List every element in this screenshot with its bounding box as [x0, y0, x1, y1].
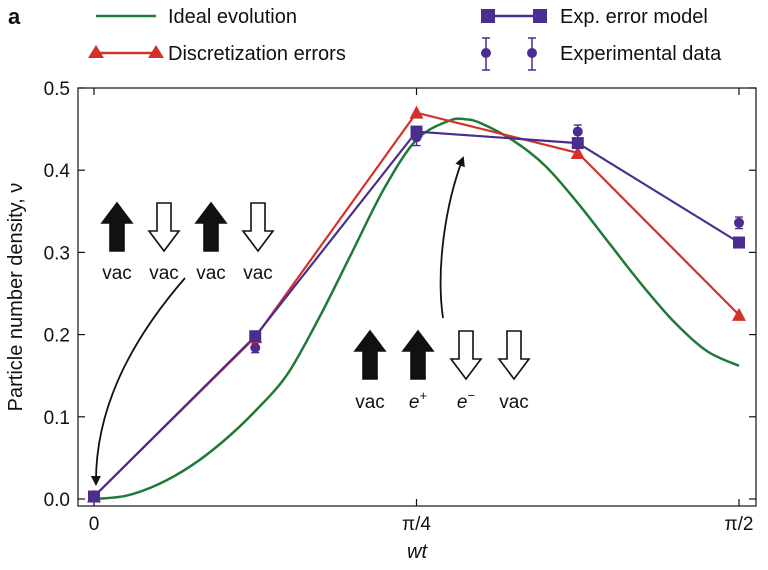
x-tick-label-0: 0: [89, 514, 100, 535]
annotation-label: vac: [149, 263, 179, 284]
spin-up-arrow-icon: [401, 329, 435, 380]
legend-marker-circle-2: [527, 48, 537, 58]
panel-label: a: [8, 4, 21, 29]
discretization-point: [409, 105, 424, 119]
annotation-label: vac: [102, 263, 132, 284]
annotation-state-pair: vac e+ e− vac: [353, 156, 531, 413]
legend-entry-error-model: Exp. error model: [481, 6, 708, 28]
error-model-point: [249, 330, 262, 343]
y-tick-label-1: 0.1: [44, 408, 70, 429]
legend-entry-ideal: Ideal evolution: [96, 6, 297, 28]
annotation-state-vacuum: vac vac vac vac: [90, 201, 275, 486]
x-tick-label-1: π/4: [402, 514, 431, 535]
annotation-label: vac: [196, 263, 226, 284]
spin-down-arrow-icon: [449, 330, 483, 381]
y-tick-label-3: 0.3: [44, 243, 70, 264]
annotation-pointer-arrow: [90, 277, 186, 486]
discretization-point: [570, 145, 585, 159]
annotation-label: e+: [409, 388, 427, 413]
spin-down-arrow-icon: [241, 202, 275, 253]
annotation-label: vac: [499, 392, 529, 413]
error-model-point: [571, 137, 584, 150]
experimental-point: [250, 342, 261, 353]
annotation-label: e−: [457, 388, 475, 413]
spin-up-arrow-icon: [100, 201, 134, 252]
discretization-point: [732, 307, 746, 321]
error-model-point: [733, 236, 745, 249]
series-layer: [87, 105, 746, 503]
legend-label-discretization: Discretization errors: [168, 43, 346, 65]
legend-label-error-model: Exp. error model: [560, 6, 708, 28]
legend-marker-triangle-left: [88, 45, 104, 58]
y-tick-label-5: 0.5: [44, 79, 70, 100]
legend-marker-triangle-right: [148, 45, 164, 58]
annotation-pointer-arrow: [439, 156, 465, 319]
series-line-error-model: [93, 130, 740, 498]
y-tick-label-4: 0.4: [44, 161, 71, 182]
spin-down-arrow-icon: [497, 330, 531, 381]
error-model-point: [88, 490, 100, 503]
legend-marker-square-left: [481, 9, 495, 23]
series-line-ideal: [93, 117, 740, 501]
legend-marker-square-right: [533, 9, 547, 23]
x-axis-label: wt: [407, 541, 428, 563]
annotation-label: vac: [243, 263, 273, 284]
error-model-point: [410, 125, 423, 138]
spin-up-arrow-icon: [194, 201, 228, 252]
y-axis-label: Particle number density, ν: [5, 183, 27, 412]
experimental-point: [572, 126, 583, 137]
legend-entry-discretization: Discretization errors: [88, 43, 346, 65]
axis-ticks: 0 π/4 π/2 0.0 0.1 0.2 0.3 0.4 0.5: [44, 79, 756, 535]
plot-frame: [77, 87, 757, 507]
annotation-label: vac: [355, 392, 385, 413]
x-tick-label-2: π/2: [725, 514, 754, 535]
series-line-discretization: [93, 111, 740, 498]
legend-entry-experimental: [481, 37, 537, 71]
spin-down-arrow-icon: [147, 202, 181, 253]
experimental-point: [734, 217, 744, 228]
y-tick-label-0: 0.0: [44, 490, 70, 511]
legend: Ideal evolution Discretization errors Ex…: [88, 6, 722, 71]
legend-label-experimental: Experimental data: [560, 43, 722, 65]
legend-marker-circle-1: [481, 48, 491, 58]
legend-label-ideal: Ideal evolution: [168, 6, 297, 28]
y-tick-label-2: 0.2: [44, 326, 70, 347]
spin-up-arrow-icon: [353, 329, 387, 380]
